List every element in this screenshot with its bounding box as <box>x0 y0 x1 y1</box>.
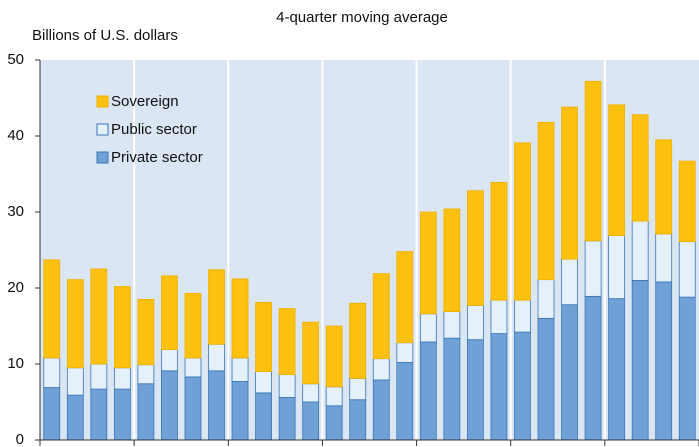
bar-segment <box>490 299 508 335</box>
bar-segment <box>561 258 578 306</box>
bar-segment <box>514 299 531 333</box>
bar-segment <box>231 357 249 382</box>
bar-segment <box>255 392 272 441</box>
bar-segment <box>608 298 626 441</box>
bar-segment <box>255 371 272 394</box>
bar-segment <box>184 357 202 378</box>
bar-segment <box>278 397 296 441</box>
bar-segment <box>113 388 131 441</box>
bar-segment <box>184 292 202 359</box>
bar-segment <box>231 278 249 359</box>
chart-title: 4-quarter moving average <box>276 9 448 26</box>
bar-segment <box>655 281 673 441</box>
bar-segment <box>349 399 367 441</box>
y-tick-label: 30 <box>7 203 24 220</box>
bar-segment <box>43 357 61 388</box>
bar-segment <box>443 208 461 312</box>
legend-swatch <box>96 95 109 108</box>
bar-segment <box>396 362 414 441</box>
bar-segment <box>278 374 296 398</box>
bar-segment <box>419 313 437 343</box>
bar-segment <box>467 305 484 341</box>
bar-segment <box>208 370 225 441</box>
bar-segment <box>396 251 414 344</box>
bar-segment <box>372 358 390 381</box>
bar-segment <box>184 376 202 441</box>
bar-segment <box>90 388 108 441</box>
bar-segment <box>678 160 696 243</box>
bar-segment <box>161 275 178 350</box>
bar-segment <box>113 286 131 369</box>
y-axis-label: Billions of U.S. dollars <box>32 27 178 44</box>
bar-segment <box>43 387 61 441</box>
bar-segment <box>90 268 108 365</box>
bar-segment <box>537 279 555 319</box>
legend-label: Public sector <box>111 121 197 138</box>
y-tick-label: 40 <box>7 127 24 144</box>
bar-segment <box>655 233 673 283</box>
legend-swatch <box>96 123 109 136</box>
bar-segment <box>514 142 531 301</box>
legend-label: Sovereign <box>111 93 179 110</box>
bar-segment <box>490 333 508 441</box>
bar-segment <box>90 363 108 390</box>
y-tick-label: 0 <box>16 431 24 447</box>
bar-segment <box>608 235 626 300</box>
bar-segment <box>66 279 84 369</box>
bar-segment <box>396 342 414 363</box>
bar-segment <box>419 341 437 441</box>
bar-segment <box>349 302 367 379</box>
bar-segment <box>255 302 272 373</box>
y-tick-label: 20 <box>7 279 24 296</box>
bar-segment <box>302 321 320 385</box>
bar-segment <box>208 269 225 345</box>
bar-segment <box>302 383 320 403</box>
bar-segment <box>137 364 155 385</box>
bar-segment <box>43 259 61 359</box>
bar-segment <box>113 367 131 390</box>
bar-segment <box>467 190 484 306</box>
bar-segment <box>678 296 696 441</box>
bar-segment <box>372 379 390 441</box>
bar-segment <box>608 104 626 236</box>
bar-segment <box>161 349 178 372</box>
y-tick-label: 50 <box>7 51 24 68</box>
y-tick-label: 10 <box>7 355 24 372</box>
bar-segment <box>372 273 390 360</box>
legend-swatch <box>96 151 109 164</box>
bar-segment <box>467 339 484 441</box>
bar-segment <box>514 331 531 441</box>
bar-segment <box>631 220 649 281</box>
bar-segment <box>584 240 602 297</box>
bar-segment <box>655 139 673 235</box>
bar-segment <box>678 241 696 298</box>
bar-segment <box>631 279 649 441</box>
bar-segment <box>137 383 155 441</box>
bar-segment <box>419 211 437 315</box>
bar-segment <box>584 295 602 441</box>
bar-segment <box>161 370 178 441</box>
bar-segment <box>537 121 555 281</box>
bar-segment <box>325 386 343 407</box>
bar-segment <box>349 378 367 401</box>
bar-segment <box>584 80 602 242</box>
bar-segment <box>208 343 225 372</box>
bar-segment <box>278 308 296 376</box>
legend-label: Private sector <box>111 149 203 166</box>
bar-segment <box>325 325 343 388</box>
bar-segment <box>443 337 461 441</box>
bar-segment <box>631 114 649 222</box>
bar-segment <box>66 367 84 396</box>
bar-segment <box>302 401 320 441</box>
bar-segment <box>490 181 508 301</box>
bar-segment <box>325 405 343 441</box>
bar-segment <box>66 394 84 441</box>
bar-segment <box>137 298 155 366</box>
bar-segment <box>231 381 249 441</box>
bar-segment <box>443 311 461 339</box>
bar-segment <box>561 304 578 441</box>
bar-segment <box>537 317 555 441</box>
bar-segment <box>561 106 578 260</box>
